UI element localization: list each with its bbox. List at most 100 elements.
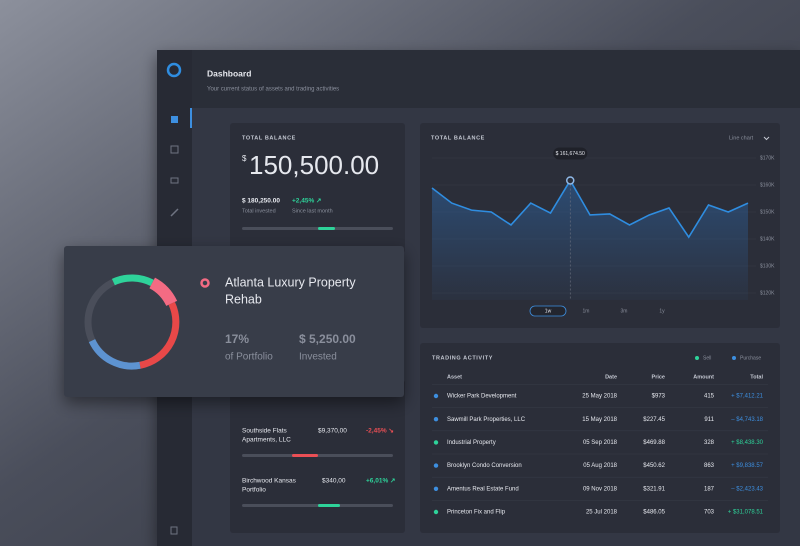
cell-total: + $9,838.57	[731, 463, 764, 469]
area	[432, 180, 748, 300]
property-marker	[200, 278, 210, 288]
line-chart: $170K $160K $150K $140K $130K $120K $ 161,674.…	[431, 147, 775, 317]
legend-label: Purchase	[740, 355, 761, 361]
range-button[interactable]: 3m	[621, 308, 628, 314]
holding-amount: $340,00	[322, 478, 346, 485]
invested: $ 180,250.00	[242, 198, 280, 205]
cell-amount: 415	[704, 394, 715, 400]
progress-fill	[292, 454, 318, 457]
nav-logout[interactable]	[170, 526, 178, 535]
holding-name: Apartments, LLC	[242, 437, 291, 444]
cell-amount: 863	[704, 463, 715, 469]
y-tick-label: $120K	[760, 290, 775, 296]
cell-date: 15 May 2018	[582, 417, 617, 423]
progress-track	[242, 504, 393, 507]
row-dot	[433, 393, 439, 399]
cell-total: + $31,078.51	[728, 510, 764, 516]
cell-amount: 328	[704, 440, 715, 446]
y-tick-label: $150K	[760, 209, 775, 215]
column-header: Amount	[693, 374, 714, 380]
cell-date: 09 Nov 2018	[583, 486, 618, 492]
cell-asset: Amentus Real Estate Fund	[447, 486, 519, 492]
row-dot	[433, 509, 439, 515]
property-title: Rehab	[225, 292, 262, 306]
holding-change: -2,45% ↘	[366, 428, 394, 435]
dropdown-caret[interactable]	[763, 136, 770, 141]
cell-amount: 911	[704, 417, 714, 423]
trading-title: TRADING ACTIVITY	[432, 355, 493, 361]
y-tick-label: $140K	[760, 236, 775, 242]
cell-total: – $2,423.43	[731, 486, 763, 492]
donut-segment	[88, 338, 141, 370]
cell-asset: Industrial Property	[447, 440, 496, 446]
cell-price: $973	[652, 394, 666, 400]
row-dot	[433, 417, 439, 422]
balance-card	[230, 123, 405, 253]
legend-label: Sell	[703, 355, 711, 361]
nav-list[interactable]	[170, 177, 179, 184]
currency: $	[242, 154, 247, 163]
cell-asset: Wicker Park Development	[447, 394, 517, 400]
nav-dashboard[interactable]	[171, 116, 178, 123]
cell-asset: Sawmill Park Properties, LLC	[447, 417, 526, 423]
cell-date: 25 Jul 2018	[586, 510, 618, 516]
holding-name: Southside Flats	[242, 428, 288, 435]
range-button[interactable]: 1y	[659, 308, 665, 314]
share-label: of Portfolio	[225, 352, 273, 363]
cell-price: $450.62	[643, 463, 665, 469]
row-dot	[433, 463, 439, 468]
range-button[interactable]: 1m	[583, 308, 590, 314]
nav-edit[interactable]	[170, 208, 179, 217]
page-title: Dashboard	[207, 68, 251, 78]
point	[566, 176, 575, 185]
column-header: Date	[605, 374, 617, 380]
range-button[interactable]: 1w	[545, 308, 552, 314]
invested-label: Total invested	[242, 208, 276, 214]
property-card	[64, 246, 404, 397]
column-header: Total	[750, 374, 763, 380]
cell-amount: 703	[704, 510, 715, 516]
change: +2,45% ↗	[292, 198, 322, 205]
invested-label: Invested	[299, 352, 337, 363]
donut-segment	[149, 277, 178, 307]
y-tick-label: $130K	[760, 263, 775, 269]
cell-asset: Princeton Fix and Flip	[447, 510, 506, 516]
nav-active-marker	[190, 108, 192, 128]
tooltip-bg	[553, 147, 588, 160]
change-label: Since last month	[292, 208, 333, 214]
cell-price: $321.91	[643, 486, 665, 492]
balance-amount: 150,500.00	[249, 150, 379, 180]
invested-amount: $ 5,250.00	[299, 332, 356, 346]
row-dot	[433, 440, 439, 445]
range-selected[interactable]	[529, 305, 567, 317]
chart-type-dropdown[interactable]: Line chart	[729, 135, 754, 141]
cell-total: – $4,743.18	[731, 417, 763, 423]
card-title: TOTAL BALANCE	[242, 135, 296, 141]
tooltip: $ 161,674.50	[556, 151, 585, 157]
cell-price: $469.88	[643, 440, 665, 446]
cell-total: + $8,438.30	[731, 440, 764, 446]
cell-asset: Brooklyn Condo Conversion	[447, 463, 522, 469]
cell-date: 05 Sep 2018	[583, 440, 618, 446]
column-header: Price	[652, 374, 665, 380]
property-title: Atlanta Luxury Property	[225, 275, 356, 289]
cell-amount: 187	[704, 486, 715, 492]
holding-change: +6,01% ↗	[366, 478, 396, 485]
nav-chart[interactable]	[170, 145, 179, 154]
y-tick-label: $160K	[760, 182, 775, 188]
column-header: Asset	[447, 374, 462, 380]
holding-name: Birchwood Kansas	[242, 478, 297, 485]
cell-price: $486.05	[643, 510, 665, 516]
cell-date: 05 Aug 2018	[583, 463, 617, 469]
line	[431, 178, 749, 239]
chart-title: TOTAL BALANCE	[431, 135, 485, 141]
donut	[84, 274, 180, 370]
cell-date: 25 May 2018	[582, 394, 617, 400]
trading-table: Sell Purchase Asset Date Price Amount Total Wic…	[432, 355, 768, 516]
legend-dot	[695, 356, 699, 360]
donut-segment	[139, 301, 180, 369]
progress-track	[242, 227, 393, 230]
trading-card	[420, 343, 780, 533]
progress-fill	[318, 504, 340, 507]
